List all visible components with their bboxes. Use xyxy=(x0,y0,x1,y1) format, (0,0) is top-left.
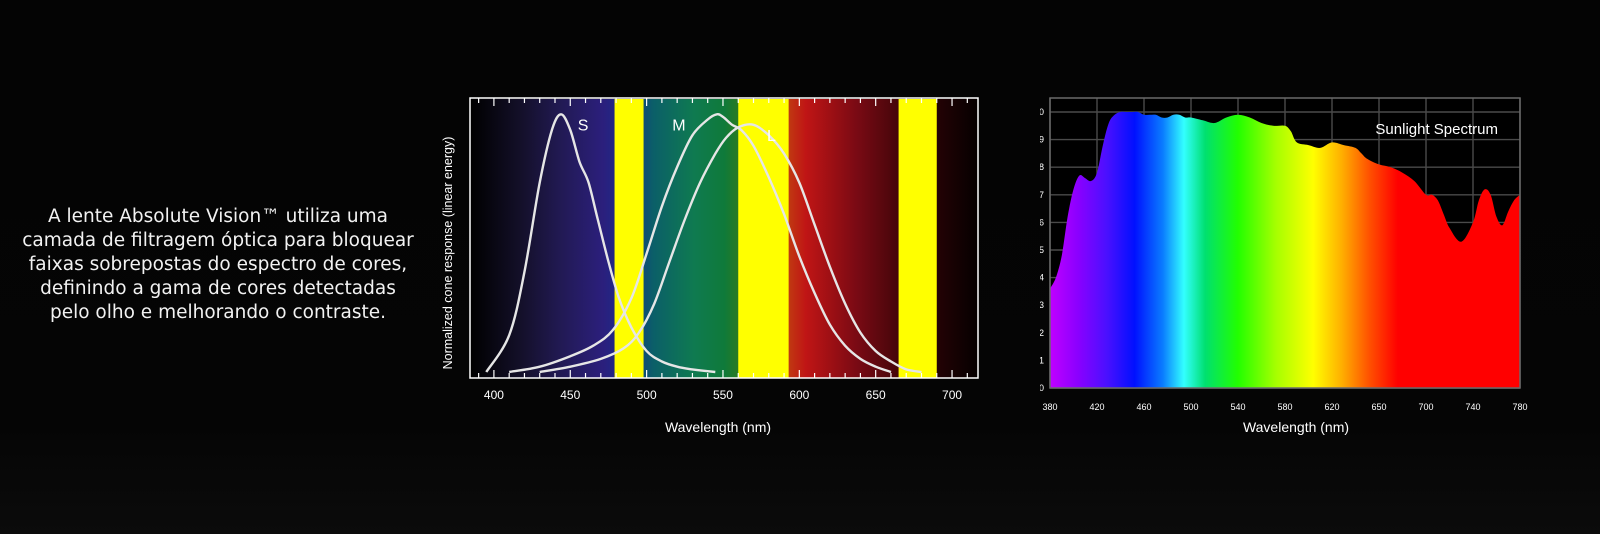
x-tick-label: 420 xyxy=(1089,402,1104,412)
cone-response-chart: 400 450 500 550 600 650 700 S M L Wavelength (nm… xyxy=(441,97,979,435)
filter-band-2 xyxy=(738,99,789,378)
y-tick-label: 09 xyxy=(1040,135,1044,145)
y-tick-label: 02 xyxy=(1040,328,1044,338)
plot-frame xyxy=(1049,97,1521,389)
intro-line: A lente Absolute Vision™ utiliza uma xyxy=(47,206,389,227)
x-tick-label: 700 xyxy=(1418,402,1433,412)
cone-curve-m xyxy=(508,112,892,374)
filter-band-1 xyxy=(614,99,644,378)
y-axis-label: Normalized cone response (linear energy) xyxy=(441,137,455,370)
x-axis-label: Wavelength (nm) xyxy=(1243,419,1349,435)
filter-band-3 xyxy=(898,99,937,378)
x-tick-label: 700 xyxy=(942,388,962,402)
y-tick-label: 03 xyxy=(1040,300,1044,310)
plot-background xyxy=(471,99,978,378)
y-tick-label: 05 xyxy=(1040,245,1044,255)
y-tick-label: 00 xyxy=(1040,383,1044,393)
x-tick-label: 620 xyxy=(1324,402,1339,412)
x-tick-label: 580 xyxy=(1277,402,1292,412)
intro-line: definindo a gama de cores detectadas xyxy=(40,278,396,299)
sunlight-spectrum-chart: 00 01 02 03 04 05 06 07 08 09 10 380 420 460 500 540 58… xyxy=(1040,97,1528,435)
x-tick-label: 780 xyxy=(1512,402,1527,412)
x-tick-label: 450 xyxy=(560,388,580,402)
cone-curve-s xyxy=(485,113,716,374)
x-tick-label: 550 xyxy=(713,388,733,402)
spectrum-area xyxy=(1050,111,1520,389)
x-tick-label: 380 xyxy=(1042,402,1057,412)
x-axis-label: Wavelength (nm) xyxy=(665,419,771,435)
x-tick-label: 740 xyxy=(1465,402,1480,412)
intro-line: pelo olho e melhorando o contraste. xyxy=(49,302,387,323)
x-tick-label: 500 xyxy=(1183,402,1198,412)
series-label-s: S xyxy=(578,117,589,134)
y-tick-label: 06 xyxy=(1040,217,1044,227)
y-tick-label: 07 xyxy=(1040,190,1044,200)
cone-curve-l xyxy=(539,123,922,374)
y-tick-label: 01 xyxy=(1040,355,1044,365)
x-tick-label: 500 xyxy=(637,388,657,402)
x-tick-label: 460 xyxy=(1136,402,1151,412)
x-tick-label: 540 xyxy=(1230,402,1245,412)
x-tick-label: 400 xyxy=(484,388,504,402)
x-tick-label: 650 xyxy=(866,388,886,402)
x-tick-label: 600 xyxy=(789,388,809,402)
y-tick-label: 08 xyxy=(1040,162,1044,172)
y-tick-label: 04 xyxy=(1040,273,1044,283)
series-label-m: M xyxy=(672,117,685,134)
plot-frame xyxy=(469,97,979,379)
y-tick-label: 10 xyxy=(1040,107,1044,117)
intro-line: faixas sobrepostas do espectro de cores, xyxy=(28,254,408,275)
series-label-l: L xyxy=(767,128,776,145)
intro-description: A lente Absolute Vision™ utiliza uma cam… xyxy=(4,205,432,325)
x-tick-label: 650 xyxy=(1371,402,1386,412)
intro-line: camada de filtragem óptica para bloquear xyxy=(22,230,414,251)
chart-title: Sunlight Spectrum xyxy=(1375,121,1498,138)
